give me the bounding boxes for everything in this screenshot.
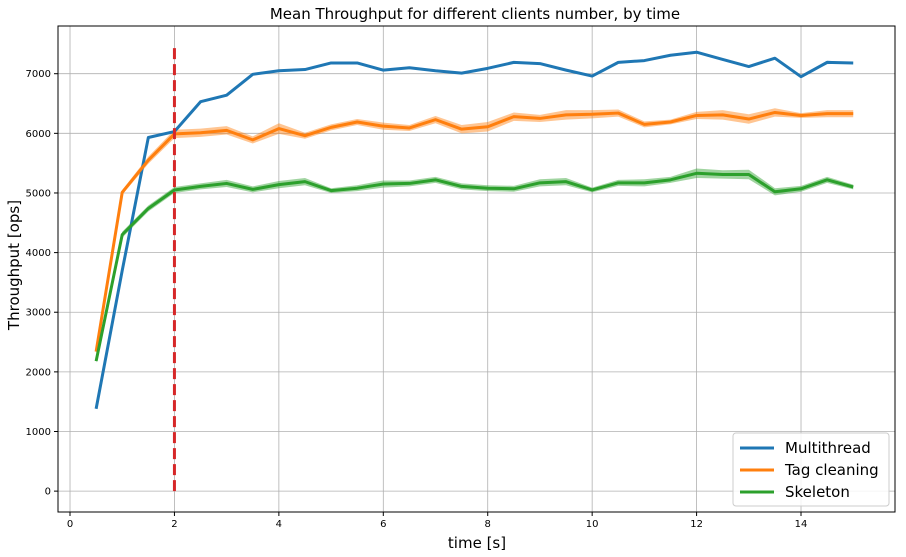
y-tick-label: 3000 — [26, 308, 51, 319]
y-axis-ticks: 0 1000 2000 3000 4000 5000 6000 7000 — [26, 69, 58, 498]
y-tick-label: 1000 — [26, 427, 51, 438]
y-tick-label: 0 — [45, 487, 51, 498]
legend-label-1: Tag cleaning — [784, 461, 879, 479]
series-line-2 — [94, 171, 854, 362]
legend: Multithread Tag cleaning Skeleton — [732, 432, 890, 507]
x-axis-ticks: 0 2 4 6 8 10 12 14 — [67, 512, 808, 530]
x-tick-label: 2 — [171, 519, 177, 530]
y-tick-label: 6000 — [26, 129, 51, 140]
x-axis-title: time [s] — [448, 534, 506, 552]
x-tick-label: 12 — [690, 519, 703, 530]
grid-lines — [58, 26, 895, 512]
series-lines — [94, 50, 854, 410]
band-2 — [96, 168, 854, 363]
chart-title: Mean Throughput for different clients nu… — [270, 5, 680, 23]
x-tick-label: 0 — [67, 519, 73, 530]
y-tick-label: 7000 — [26, 69, 51, 80]
legend-label-2: Skeleton — [785, 483, 850, 501]
y-tick-label: 4000 — [26, 248, 51, 259]
x-tick-label: 14 — [795, 519, 808, 530]
plot-frame — [57, 25, 896, 513]
y-tick-label: 2000 — [26, 367, 51, 378]
x-tick-label: 10 — [586, 519, 599, 530]
legend-label-0: Multithread — [785, 439, 871, 457]
legend-box — [732, 432, 890, 507]
x-tick-label: 4 — [276, 519, 282, 530]
x-tick-label: 6 — [380, 519, 386, 530]
series-line-0 — [94, 50, 854, 410]
y-tick-label: 5000 — [26, 188, 51, 199]
x-tick-label: 8 — [485, 519, 491, 530]
series-line-1 — [94, 110, 854, 352]
y-axis-title: Throughput [ops] — [5, 200, 23, 331]
